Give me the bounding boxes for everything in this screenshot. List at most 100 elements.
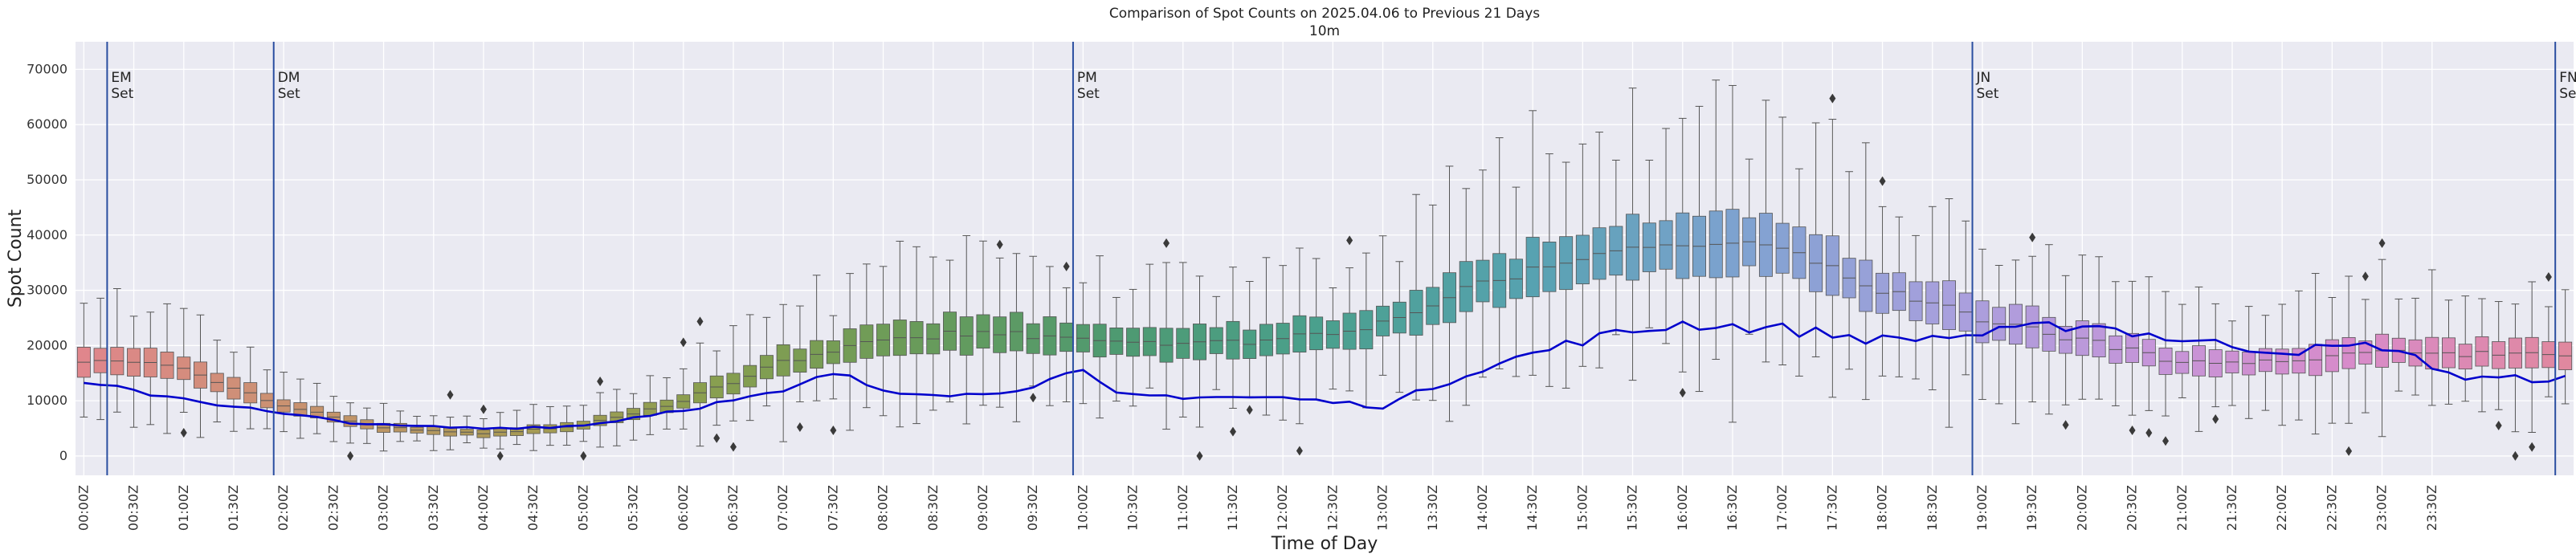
x-tick-label: 12:30Z — [1325, 485, 1340, 531]
outlier-point — [2029, 232, 2036, 242]
x-tick-label: 08:00Z — [876, 485, 891, 531]
x-tick-label: 07:30Z — [825, 485, 840, 531]
outlier-point — [680, 337, 687, 348]
day-series — [84, 320, 2566, 430]
outlier-point — [347, 450, 354, 461]
outlier-point — [2512, 450, 2519, 461]
x-tick-label: 02:30Z — [325, 485, 341, 531]
outlier-point — [447, 389, 454, 400]
outlier-point — [180, 428, 187, 438]
marker-label: Set — [1077, 86, 1100, 102]
x-tick-label: 09:30Z — [1025, 485, 1040, 531]
outlier-point — [580, 450, 587, 461]
x-tick-label: 01:00Z — [176, 485, 191, 531]
marker-label: EM — [111, 70, 131, 86]
marker-label: Set — [1977, 86, 1999, 102]
x-tick-label: 05:30Z — [626, 485, 641, 531]
x-tick-label: 17:30Z — [1824, 485, 1839, 531]
marker-label: DM — [278, 70, 300, 86]
outlier-point — [1346, 235, 1353, 246]
outlier-point — [1229, 426, 1236, 437]
marker-label: Set — [2559, 86, 2576, 102]
outlier-point — [2495, 421, 2502, 431]
y-tick-label: 40000 — [27, 227, 67, 242]
boxes — [76, 209, 2573, 438]
x-tick-label: 18:30Z — [1925, 485, 1940, 531]
outlier-point — [796, 422, 803, 433]
outlier-point — [2062, 420, 2069, 430]
y-tick-label: 50000 — [27, 172, 67, 187]
outlier-point — [1679, 388, 1686, 398]
x-tick-label: 14:00Z — [1475, 485, 1490, 531]
x-tick-label: 04:30Z — [525, 485, 541, 531]
outlier-point — [1063, 261, 1070, 271]
outlier-point — [996, 239, 1003, 250]
marker-label: FN — [2559, 70, 2576, 86]
x-tick-label: 01:30Z — [226, 485, 241, 531]
x-tick-label: 11:00Z — [1175, 485, 1190, 531]
y-axis-label: Spot Count — [6, 209, 26, 308]
x-tick-label: 16:30Z — [1725, 485, 1740, 531]
outlier-point — [2129, 425, 2136, 435]
x-tick-label: 05:00Z — [575, 485, 590, 531]
outliers — [180, 93, 2552, 461]
x-tick-label: 03:00Z — [376, 485, 391, 531]
outlier-point — [2529, 442, 2536, 452]
x-tick-label: 20:30Z — [2125, 485, 2140, 531]
outlier-point — [1196, 450, 1203, 461]
y-tick-label: 0 — [59, 448, 67, 463]
outlier-point — [1163, 238, 1170, 248]
x-tick-label: 00:30Z — [126, 485, 141, 531]
x-tick-label: 02:00Z — [276, 485, 291, 531]
outlier-point — [2212, 413, 2219, 424]
x-tick-label: 22:30Z — [2324, 485, 2339, 531]
x-tick-label: 06:30Z — [725, 485, 741, 531]
y-tick-label: 20000 — [27, 337, 67, 352]
outlier-point — [696, 316, 704, 327]
x-tick-label: 15:00Z — [1574, 485, 1590, 531]
x-tick-label: 06:00Z — [676, 485, 691, 531]
x-tick-label: 04:00Z — [476, 485, 491, 531]
outlier-point — [713, 433, 721, 443]
y-tick-label: 60000 — [27, 116, 67, 132]
x-tick-label: 10:00Z — [1075, 485, 1090, 531]
x-tick-label: 09:00Z — [975, 485, 990, 531]
x-tick-label: 19:30Z — [2024, 485, 2039, 531]
marker-label: PM — [1077, 70, 1097, 86]
vertical-markers: EMSetDMSetPMSetJNSetFNSet — [106, 42, 2576, 475]
marker-label: Set — [278, 86, 300, 102]
x-axis-label: Time of Day — [1271, 534, 1378, 554]
marker-label: JN — [1976, 70, 1991, 86]
x-tick-label: 23:00Z — [2374, 485, 2390, 531]
x-tick-label: 16:00Z — [1675, 485, 1690, 531]
outlier-point — [2345, 446, 2353, 456]
outlier-point — [1829, 93, 1836, 104]
outlier-point — [2362, 271, 2369, 282]
x-tick-label: 12:00Z — [1275, 485, 1290, 531]
outlier-point — [480, 404, 487, 414]
series-line — [84, 320, 2566, 430]
outlier-point — [1879, 176, 1886, 186]
x-tick-labels: 00:00Z 00:30Z 01:00Z 01:30Z 02:00Z 02:30Z 03:0… — [76, 485, 2439, 531]
x-tick-label: 20:00Z — [2074, 485, 2089, 531]
x-tick-label: 18:00Z — [1875, 485, 1890, 531]
whiskers — [80, 79, 2570, 452]
outlier-point — [830, 426, 837, 436]
x-tick-label: 14:30Z — [1525, 485, 1540, 531]
plot-area — [76, 42, 2574, 475]
outlier-point — [1296, 446, 1303, 456]
x-tick-label: 21:30Z — [2224, 485, 2239, 531]
outlier-point — [2545, 271, 2552, 282]
x-tick-label: 11:30Z — [1225, 485, 1240, 531]
x-tick-label: 03:30Z — [426, 485, 441, 531]
chart-subtitle: 10m — [1309, 23, 1340, 39]
x-tick-label: 22:00Z — [2274, 485, 2289, 531]
x-tick-label: 08:30Z — [925, 485, 941, 531]
outlier-point — [2162, 436, 2170, 446]
outlier-point — [597, 376, 604, 386]
x-tick-label: 10:30Z — [1125, 485, 1141, 531]
x-tick-label: 21:00Z — [2174, 485, 2190, 531]
y-tick-labels: 0 10000 20000 30000 40000 50000 60000 70000 — [27, 61, 67, 463]
x-tick-label: 23:30Z — [2424, 485, 2439, 531]
